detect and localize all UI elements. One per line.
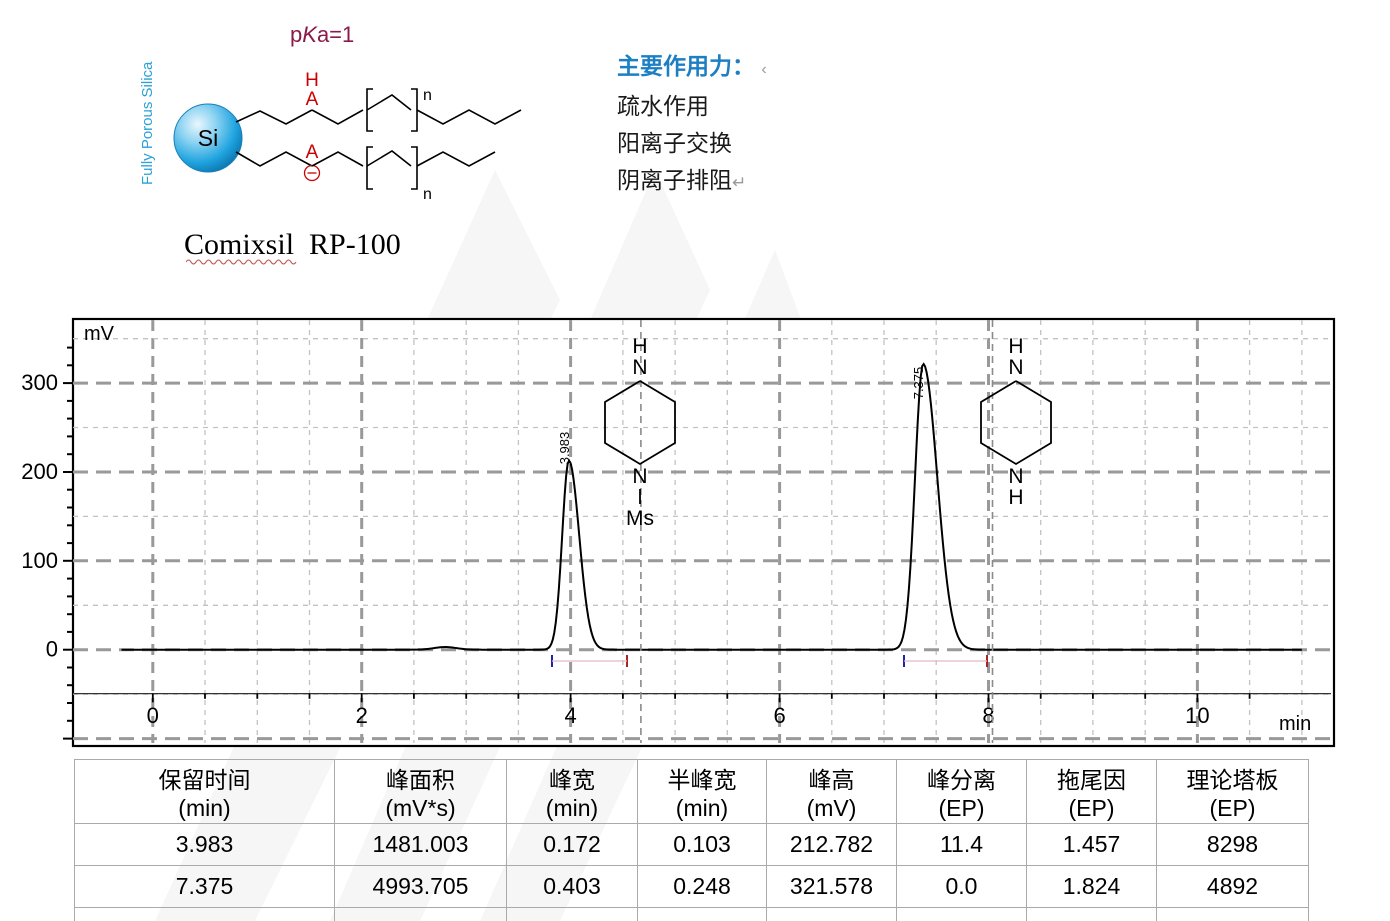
svg-text:H: H <box>305 70 319 91</box>
svg-text:200: 200 <box>21 459 58 484</box>
svg-text:10: 10 <box>1185 703 1209 728</box>
svg-text:H: H <box>1008 335 1023 358</box>
svg-text:3.983: 3.983 <box>557 432 572 465</box>
svg-text:6: 6 <box>773 703 785 728</box>
svg-text:n: n <box>423 87 432 104</box>
svg-text:N: N <box>1008 465 1023 488</box>
svg-text:2: 2 <box>356 703 368 728</box>
svg-text:N: N <box>632 356 647 379</box>
svg-text:0: 0 <box>46 637 58 662</box>
svg-text:N: N <box>632 465 647 488</box>
svg-text:300: 300 <box>21 370 58 395</box>
svg-text:Ms: Ms <box>626 507 654 530</box>
svg-text:Fully Porous Silica: Fully Porous Silica <box>140 61 156 185</box>
svg-text:A: A <box>306 89 319 110</box>
svg-text:100: 100 <box>21 548 58 573</box>
svg-text:n: n <box>423 186 432 203</box>
svg-text:0: 0 <box>147 703 159 728</box>
svg-text:N: N <box>1008 356 1023 379</box>
svg-text:4: 4 <box>564 703 576 728</box>
svg-text:pKa=1: pKa=1 <box>290 22 354 47</box>
svg-text:mV: mV <box>84 323 115 345</box>
svg-text:7.375: 7.375 <box>911 367 926 400</box>
svg-text:H: H <box>1008 486 1023 509</box>
svg-text:min: min <box>1279 713 1311 735</box>
svg-text:H: H <box>632 335 647 358</box>
svg-text:Si: Si <box>198 125 218 151</box>
svg-text:A: A <box>306 142 319 163</box>
